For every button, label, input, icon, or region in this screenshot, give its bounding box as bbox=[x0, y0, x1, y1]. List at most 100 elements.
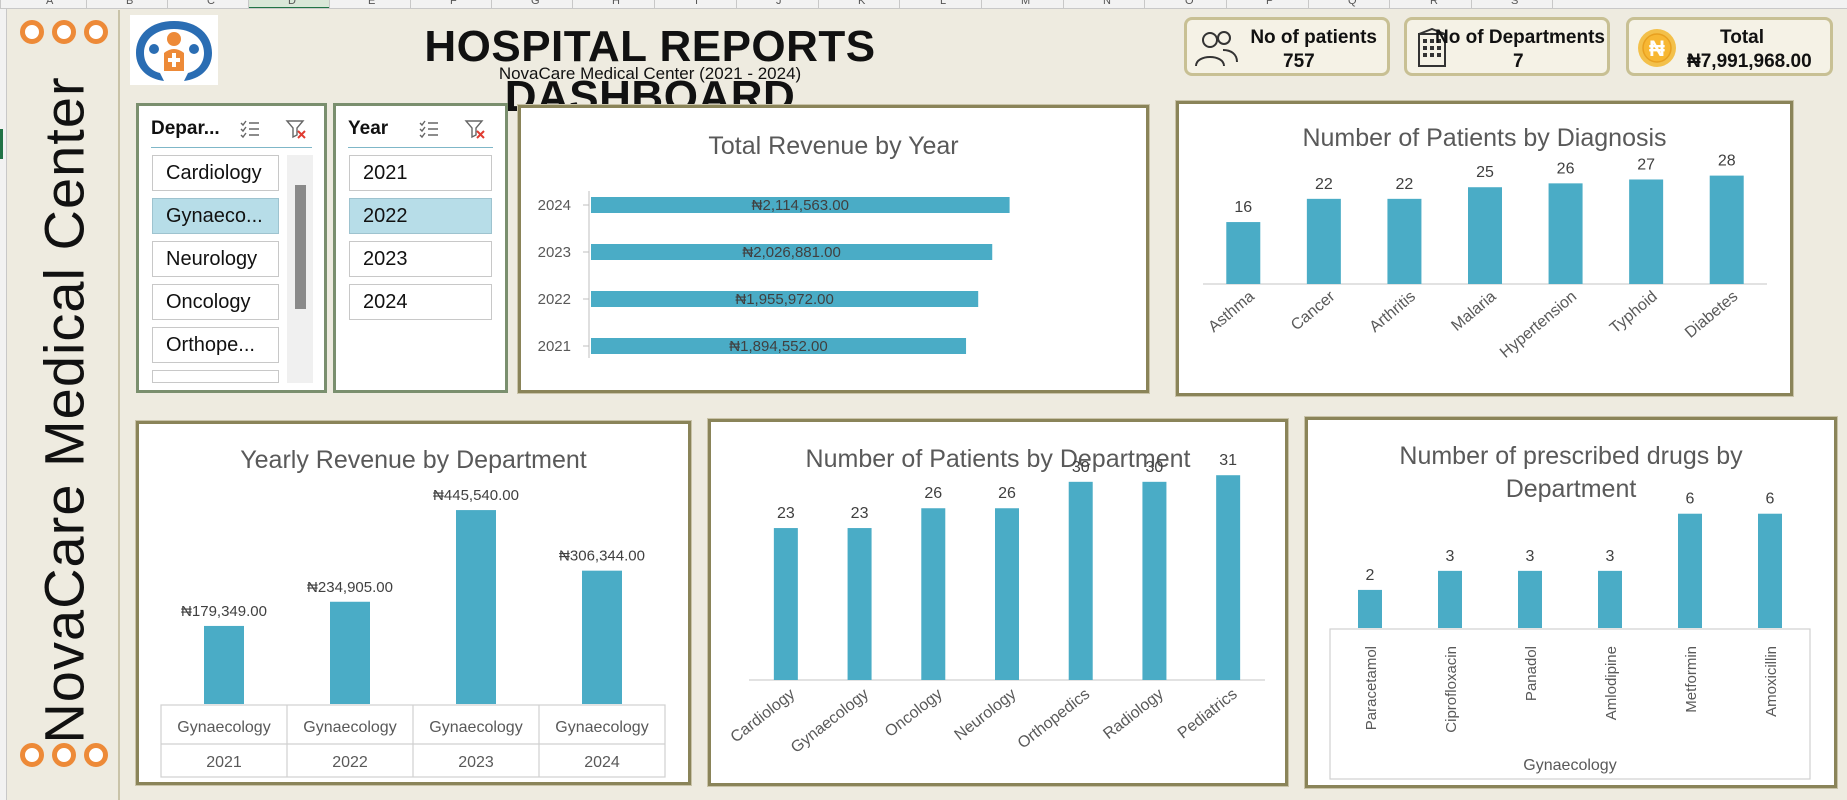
data-label: ₦306,344.00 bbox=[559, 548, 645, 565]
kpi-card-patients: No of patients 757 bbox=[1184, 17, 1390, 76]
chart-panel-patients-by-diagnosis[interactable]: Number of Patients by Diagnosis 16 Asthma… bbox=[1176, 101, 1793, 396]
kpi-value: 7 bbox=[1513, 51, 1524, 72]
column-letter[interactable]: K bbox=[858, 0, 866, 7]
slicer-scrollbar[interactable] bbox=[287, 155, 313, 383]
slicer-item[interactable]: Oncology bbox=[152, 284, 279, 320]
bar-0 bbox=[1358, 589, 1382, 628]
slicer-item[interactable]: Orthope... bbox=[152, 327, 279, 363]
svg-text:₦: ₦ bbox=[1649, 36, 1665, 61]
chart-panel-patients-by-department[interactable]: Number of Patients by Department 23 Cardi… bbox=[708, 419, 1288, 786]
x-tick-label: 2023 bbox=[458, 754, 494, 771]
column-letter[interactable]: P bbox=[1266, 0, 1274, 7]
slicer-item[interactable]: 2024 bbox=[349, 284, 492, 320]
data-label: 23 bbox=[777, 505, 795, 522]
drugs-by-department-chart: 2 Paracetamol 3 Ciprofloxacin 3 Panadol 3 Amlod… bbox=[1329, 491, 1811, 780]
column-letter[interactable]: Q bbox=[1348, 0, 1357, 7]
kpi-value: ₦7,991,968.00 bbox=[1687, 51, 1812, 72]
chart-panel-drugs-by-department[interactable]: Number of prescribed drugs by Department… bbox=[1305, 417, 1837, 788]
column-separator bbox=[1144, 0, 1145, 8]
column-letter[interactable]: D bbox=[288, 0, 296, 7]
x-tick-label: Typhoid bbox=[1607, 288, 1661, 337]
x-tick-label: Ciprofloxacin bbox=[1443, 646, 1460, 733]
data-label: 22 bbox=[1315, 176, 1333, 193]
column-letter[interactable]: E bbox=[368, 0, 376, 7]
slicer-item[interactable]: Neurology bbox=[152, 241, 279, 277]
clear-filter-icon[interactable] bbox=[464, 118, 486, 140]
bar-4 bbox=[1548, 183, 1583, 284]
x-tick-label: Radiology bbox=[1100, 686, 1167, 743]
row-header-strip bbox=[0, 9, 7, 800]
y-tick-label: 2023 bbox=[538, 244, 571, 261]
x-tick-label: Asthma bbox=[1205, 288, 1258, 336]
slicer-item[interactable]: Gynaeco... bbox=[152, 198, 279, 234]
hospital-logo bbox=[130, 15, 218, 85]
bar-3 bbox=[1598, 570, 1622, 628]
y-tick-label: 2022 bbox=[538, 291, 571, 308]
x-tick-label: 2024 bbox=[584, 754, 620, 771]
slicer-item[interactable]: 2022 bbox=[349, 198, 492, 234]
column-letter[interactable]: A bbox=[46, 0, 54, 7]
x-tick-label: Gynaecology bbox=[555, 719, 648, 736]
column-letter[interactable]: S bbox=[1511, 0, 1519, 7]
data-label: 3 bbox=[1526, 548, 1535, 565]
slicer-item[interactable]: Cardiology bbox=[152, 155, 279, 191]
x-tick-label: Gynaecology bbox=[429, 719, 522, 736]
bar-5 bbox=[1142, 481, 1167, 680]
column-header-row: A B C D E F G H I J K L M N O P Q R S bbox=[0, 0, 1847, 9]
x-tick-label: Gynaecology bbox=[303, 719, 396, 736]
dashboard-title: HOSPITAL REPORTS DASHBOARD bbox=[424, 22, 876, 121]
column-letter[interactable]: G bbox=[531, 0, 540, 7]
bar-6 bbox=[1216, 475, 1241, 680]
bar-2022 bbox=[591, 291, 979, 307]
bar-2 bbox=[921, 508, 946, 680]
data-label: 26 bbox=[998, 485, 1016, 502]
bar-2 bbox=[456, 510, 496, 704]
column-letter[interactable]: I bbox=[695, 0, 699, 7]
bar-3 bbox=[582, 570, 622, 704]
scrollbar-thumb[interactable] bbox=[295, 185, 306, 309]
data-label: 28 bbox=[1718, 153, 1736, 170]
column-letter[interactable]: F bbox=[450, 0, 457, 7]
bar-4 bbox=[1678, 513, 1702, 628]
chart-panel-revenue-by-year[interactable]: Total Revenue by Year 2021 ₦1,894,552.00 2… bbox=[518, 105, 1149, 393]
bar-3 bbox=[995, 508, 1019, 680]
chart-title: Total Revenue by Year bbox=[708, 132, 959, 160]
data-label: 2 bbox=[1366, 567, 1375, 584]
slicer-item[interactable]: 2021 bbox=[349, 155, 492, 191]
data-label: ₦179,349.00 bbox=[181, 603, 267, 620]
column-letter[interactable]: M bbox=[1021, 0, 1031, 7]
multi-select-icon[interactable] bbox=[418, 118, 440, 140]
column-separator bbox=[1471, 0, 1472, 8]
column-letter[interactable]: L bbox=[940, 0, 947, 7]
column-letter[interactable]: N bbox=[1103, 0, 1111, 7]
column-separator bbox=[491, 0, 492, 8]
column-separator bbox=[329, 0, 330, 8]
x-tick-label: Amoxicillin bbox=[1763, 646, 1780, 717]
column-letter[interactable]: O bbox=[1185, 0, 1194, 7]
clear-filter-icon[interactable] bbox=[285, 118, 307, 140]
column-letter[interactable]: B bbox=[126, 0, 134, 7]
people-icon bbox=[1195, 31, 1238, 67]
column-letter[interactable]: R bbox=[1430, 0, 1438, 7]
column-letter[interactable]: J bbox=[776, 0, 782, 7]
bar-5 bbox=[1629, 179, 1664, 284]
x-tick-label: Pediatrics bbox=[1175, 686, 1241, 743]
kpi-card-departments: No of Departments 7 bbox=[1404, 17, 1610, 76]
multi-select-icon[interactable] bbox=[239, 118, 261, 140]
bar-5 bbox=[1758, 513, 1782, 628]
data-label: ₦2,114,563.00 bbox=[752, 197, 849, 214]
column-separator bbox=[1063, 0, 1064, 8]
chart-title: Number of prescribed drugs by Department bbox=[1399, 442, 1743, 503]
slicer-item-partial[interactable] bbox=[152, 370, 279, 383]
bar-2023 bbox=[591, 244, 993, 260]
column-letter[interactable]: H bbox=[612, 0, 620, 7]
dot-icon bbox=[84, 20, 108, 44]
chart-panel-yearly-revenue-by-department[interactable]: Yearly Revenue by Department ₦179,349.00… bbox=[136, 421, 691, 785]
patients-by-diagnosis-chart: 16 Asthma 22 Cancer 22 Arthritis 25 Malaria 26 Hy… bbox=[1203, 153, 1767, 362]
column-letter[interactable]: C bbox=[207, 0, 215, 7]
slicer-item[interactable]: 2023 bbox=[349, 241, 492, 277]
data-label: 6 bbox=[1686, 491, 1695, 508]
dot-icon bbox=[52, 20, 76, 44]
data-label: 30 bbox=[1146, 459, 1164, 476]
data-label: 26 bbox=[1557, 160, 1575, 177]
